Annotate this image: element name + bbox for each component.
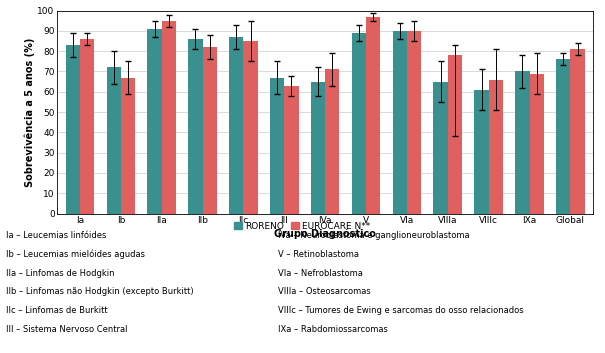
Bar xyxy=(188,39,203,214)
Legend: RORENO, EUROCARE N**: RORENO, EUROCARE N** xyxy=(235,222,370,231)
X-axis label: Grupo Diagnóstico: Grupo Diagnóstico xyxy=(274,228,376,239)
Text: VIa – Nefroblastoma: VIa – Nefroblastoma xyxy=(278,269,363,277)
Bar xyxy=(366,17,381,214)
Text: IIb – Linfomas não Hodgkin (excepto Burkitt): IIb – Linfomas não Hodgkin (excepto Burk… xyxy=(6,287,194,296)
Bar xyxy=(393,31,407,214)
Text: Ia – Leucemias linfóides: Ia – Leucemias linfóides xyxy=(6,231,106,240)
Text: IIa – Linfomas de Hodgkin: IIa – Linfomas de Hodgkin xyxy=(6,269,114,277)
Text: VIIIc – Tumores de Ewing e sarcomas do osso relacionados: VIIIc – Tumores de Ewing e sarcomas do o… xyxy=(278,306,524,315)
Bar xyxy=(203,47,217,214)
Bar xyxy=(311,82,325,214)
Bar xyxy=(434,82,448,214)
Bar xyxy=(162,21,176,214)
Bar xyxy=(529,73,544,214)
Text: IXa – Rabdomiossarcomas: IXa – Rabdomiossarcomas xyxy=(278,325,388,334)
Bar xyxy=(352,33,366,214)
Bar xyxy=(148,29,162,214)
Bar xyxy=(325,70,339,214)
Bar xyxy=(474,90,489,214)
Text: V – Retinoblastoma: V – Retinoblastoma xyxy=(278,250,359,259)
Text: VIIIa – Osteosarcomas: VIIIa – Osteosarcomas xyxy=(278,287,371,296)
Bar xyxy=(229,37,243,214)
Bar xyxy=(243,41,258,214)
Text: IIc – Linfomas de Burkitt: IIc – Linfomas de Burkitt xyxy=(6,306,108,315)
Bar xyxy=(80,39,94,214)
Y-axis label: Sobrevivência a 5 anos (%): Sobrevivência a 5 anos (%) xyxy=(24,37,34,187)
Bar xyxy=(407,31,421,214)
Bar xyxy=(66,45,80,214)
Bar xyxy=(448,55,462,214)
Bar xyxy=(270,78,284,214)
Bar xyxy=(515,72,529,214)
Bar xyxy=(489,80,503,214)
Bar xyxy=(556,59,571,214)
Bar xyxy=(121,78,135,214)
Text: IVa – Neuroblastoma e ganglioneuroblastoma: IVa – Neuroblastoma e ganglioneuroblasto… xyxy=(278,231,470,240)
Text: Ib – Leucemias mielóides agudas: Ib – Leucemias mielóides agudas xyxy=(6,250,145,259)
Bar xyxy=(571,49,584,214)
Bar xyxy=(284,86,299,214)
Text: III – Sistema Nervoso Central: III – Sistema Nervoso Central xyxy=(6,325,128,334)
Bar xyxy=(106,67,121,214)
